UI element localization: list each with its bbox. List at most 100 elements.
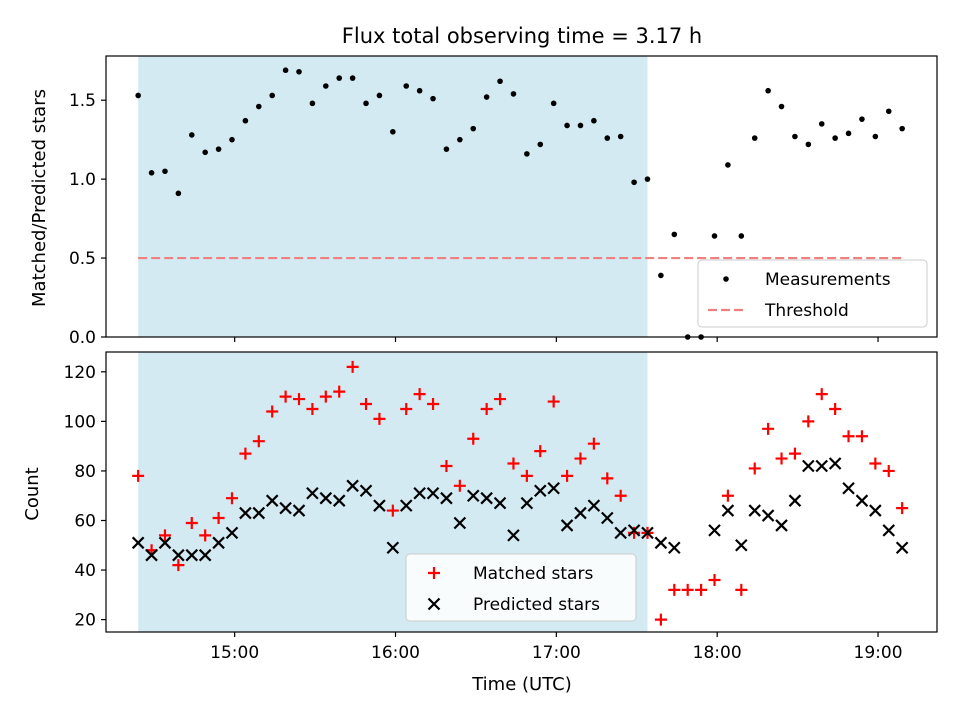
x-tick-label: 15:00: [210, 643, 259, 663]
predicted-star-point: [668, 541, 681, 555]
matched-star-point: [306, 402, 319, 415]
predicted-star-point: [614, 526, 627, 540]
predicted-star-point: [520, 496, 534, 510]
measurement-point: [497, 78, 503, 85]
x-tick-label: 19:00: [854, 643, 903, 663]
bottom-y-axis-label: Count: [22, 467, 43, 520]
matched-star-point: [708, 573, 721, 586]
measurement-point: [792, 133, 798, 140]
measurement-point: [255, 103, 262, 110]
predicted-star-point: [547, 482, 560, 495]
measurement-point: [617, 133, 624, 140]
legend-label: Measurements: [765, 270, 891, 290]
matched-star-point: [293, 393, 306, 406]
predicted-star-point: [721, 504, 735, 517]
y-tick-label: 40: [74, 561, 96, 581]
measurement-point: [215, 146, 222, 152]
measurement-point: [416, 87, 423, 94]
measurement-point: [483, 94, 490, 100]
matched-star-point: [614, 489, 627, 502]
measurement-point: [537, 141, 544, 148]
measurement-point: [671, 231, 678, 238]
matched-star-point: [413, 388, 426, 401]
predicted-star-point: [761, 509, 775, 522]
matched-star-point: [132, 469, 145, 482]
predicted-star-point: [735, 538, 748, 552]
matched-star-point: [212, 512, 225, 525]
measurement-point: [363, 100, 369, 107]
y-tick-label: 1.5: [69, 91, 96, 111]
predicted-star-point: [306, 486, 319, 500]
axes-frame: [105, 351, 938, 633]
predicted-star-point: [239, 506, 252, 520]
predicted-star-point: [828, 457, 842, 470]
measurement-point: [296, 68, 302, 75]
y-tick-label: 60: [74, 511, 96, 531]
measurement-point: [188, 132, 195, 138]
y-tick-label: 100: [64, 412, 96, 432]
measurement-point: [349, 75, 356, 81]
legend-label: Predicted stars: [473, 595, 600, 615]
matched-star-point: [842, 430, 855, 443]
measurement-point: [778, 103, 785, 110]
predicted-star-point: [332, 494, 346, 507]
matched-star-point: [735, 583, 748, 596]
matched-star-point: [467, 432, 480, 445]
measurement-point: [510, 91, 517, 97]
measurement-point: [751, 135, 758, 141]
matched-star-point: [427, 398, 440, 411]
matched-star-point: [266, 405, 279, 418]
predicted-star-point: [493, 496, 507, 510]
matched-star-point: [869, 457, 882, 470]
bottom-panel: 20 40 60 80 100 120 15:00 16:00 17:00 18:00 19:00 M…: [64, 351, 938, 663]
matched-star-point: [239, 447, 252, 460]
predicted-star-point: [292, 504, 306, 517]
matched-star-point: [574, 452, 587, 465]
predicted-star-point: [158, 536, 172, 550]
measurement-point: [805, 141, 812, 148]
top-legend: Measurements Threshold: [697, 259, 928, 328]
matched-star-point: [587, 437, 600, 450]
matched-star-point: [654, 613, 667, 626]
x-tick-label: 16:00: [371, 643, 420, 663]
matched-star-point: [185, 516, 198, 529]
measurement-point: [725, 162, 731, 168]
matched-star-point: [829, 402, 842, 415]
predicted-star-point: [855, 494, 869, 507]
predicted-star-point: [895, 541, 909, 555]
predicted-star-point: [869, 504, 882, 517]
matched-star-point: [882, 464, 895, 477]
predicted-star-point: [279, 501, 292, 515]
bottom-legend: Matched stars Predicted stars: [405, 553, 637, 622]
predicted-star-point: [145, 548, 158, 562]
matched-star-point: [319, 390, 332, 403]
predicted-star-point: [319, 491, 333, 505]
predicted-star-point: [882, 524, 896, 537]
matched-star-point: [561, 469, 574, 482]
chart-title: Flux total observing time = 3.17 h: [342, 24, 702, 48]
legend-x-icon: [427, 597, 441, 611]
matched-star-point: [721, 489, 734, 502]
predicted-star-point: [265, 494, 279, 507]
matched-star-point: [668, 583, 681, 596]
top-y-axis-label: Matched/Predicted stars: [29, 89, 50, 307]
predicted-star-point: [641, 526, 654, 540]
predicted-star-point: [601, 511, 614, 525]
matched-star-point: [547, 395, 560, 408]
predicted-star-point: [359, 484, 373, 498]
predicted-star-point: [185, 548, 199, 562]
predicted-star-point: [480, 491, 493, 505]
measurement-point: [631, 179, 637, 186]
legend-box: [405, 553, 637, 622]
matched-star-point: [802, 415, 815, 428]
matched-star-point: [815, 388, 828, 401]
matched-star-point: [453, 479, 466, 492]
legend-label: Threshold: [764, 301, 849, 321]
measurement-point: [162, 168, 168, 175]
measurement-point: [859, 116, 865, 122]
matched-star-point: [400, 402, 413, 415]
predicted-star-point: [788, 494, 802, 507]
observing-span: [138, 56, 648, 337]
measurement-point: [336, 75, 343, 81]
measurement-point: [885, 108, 892, 115]
